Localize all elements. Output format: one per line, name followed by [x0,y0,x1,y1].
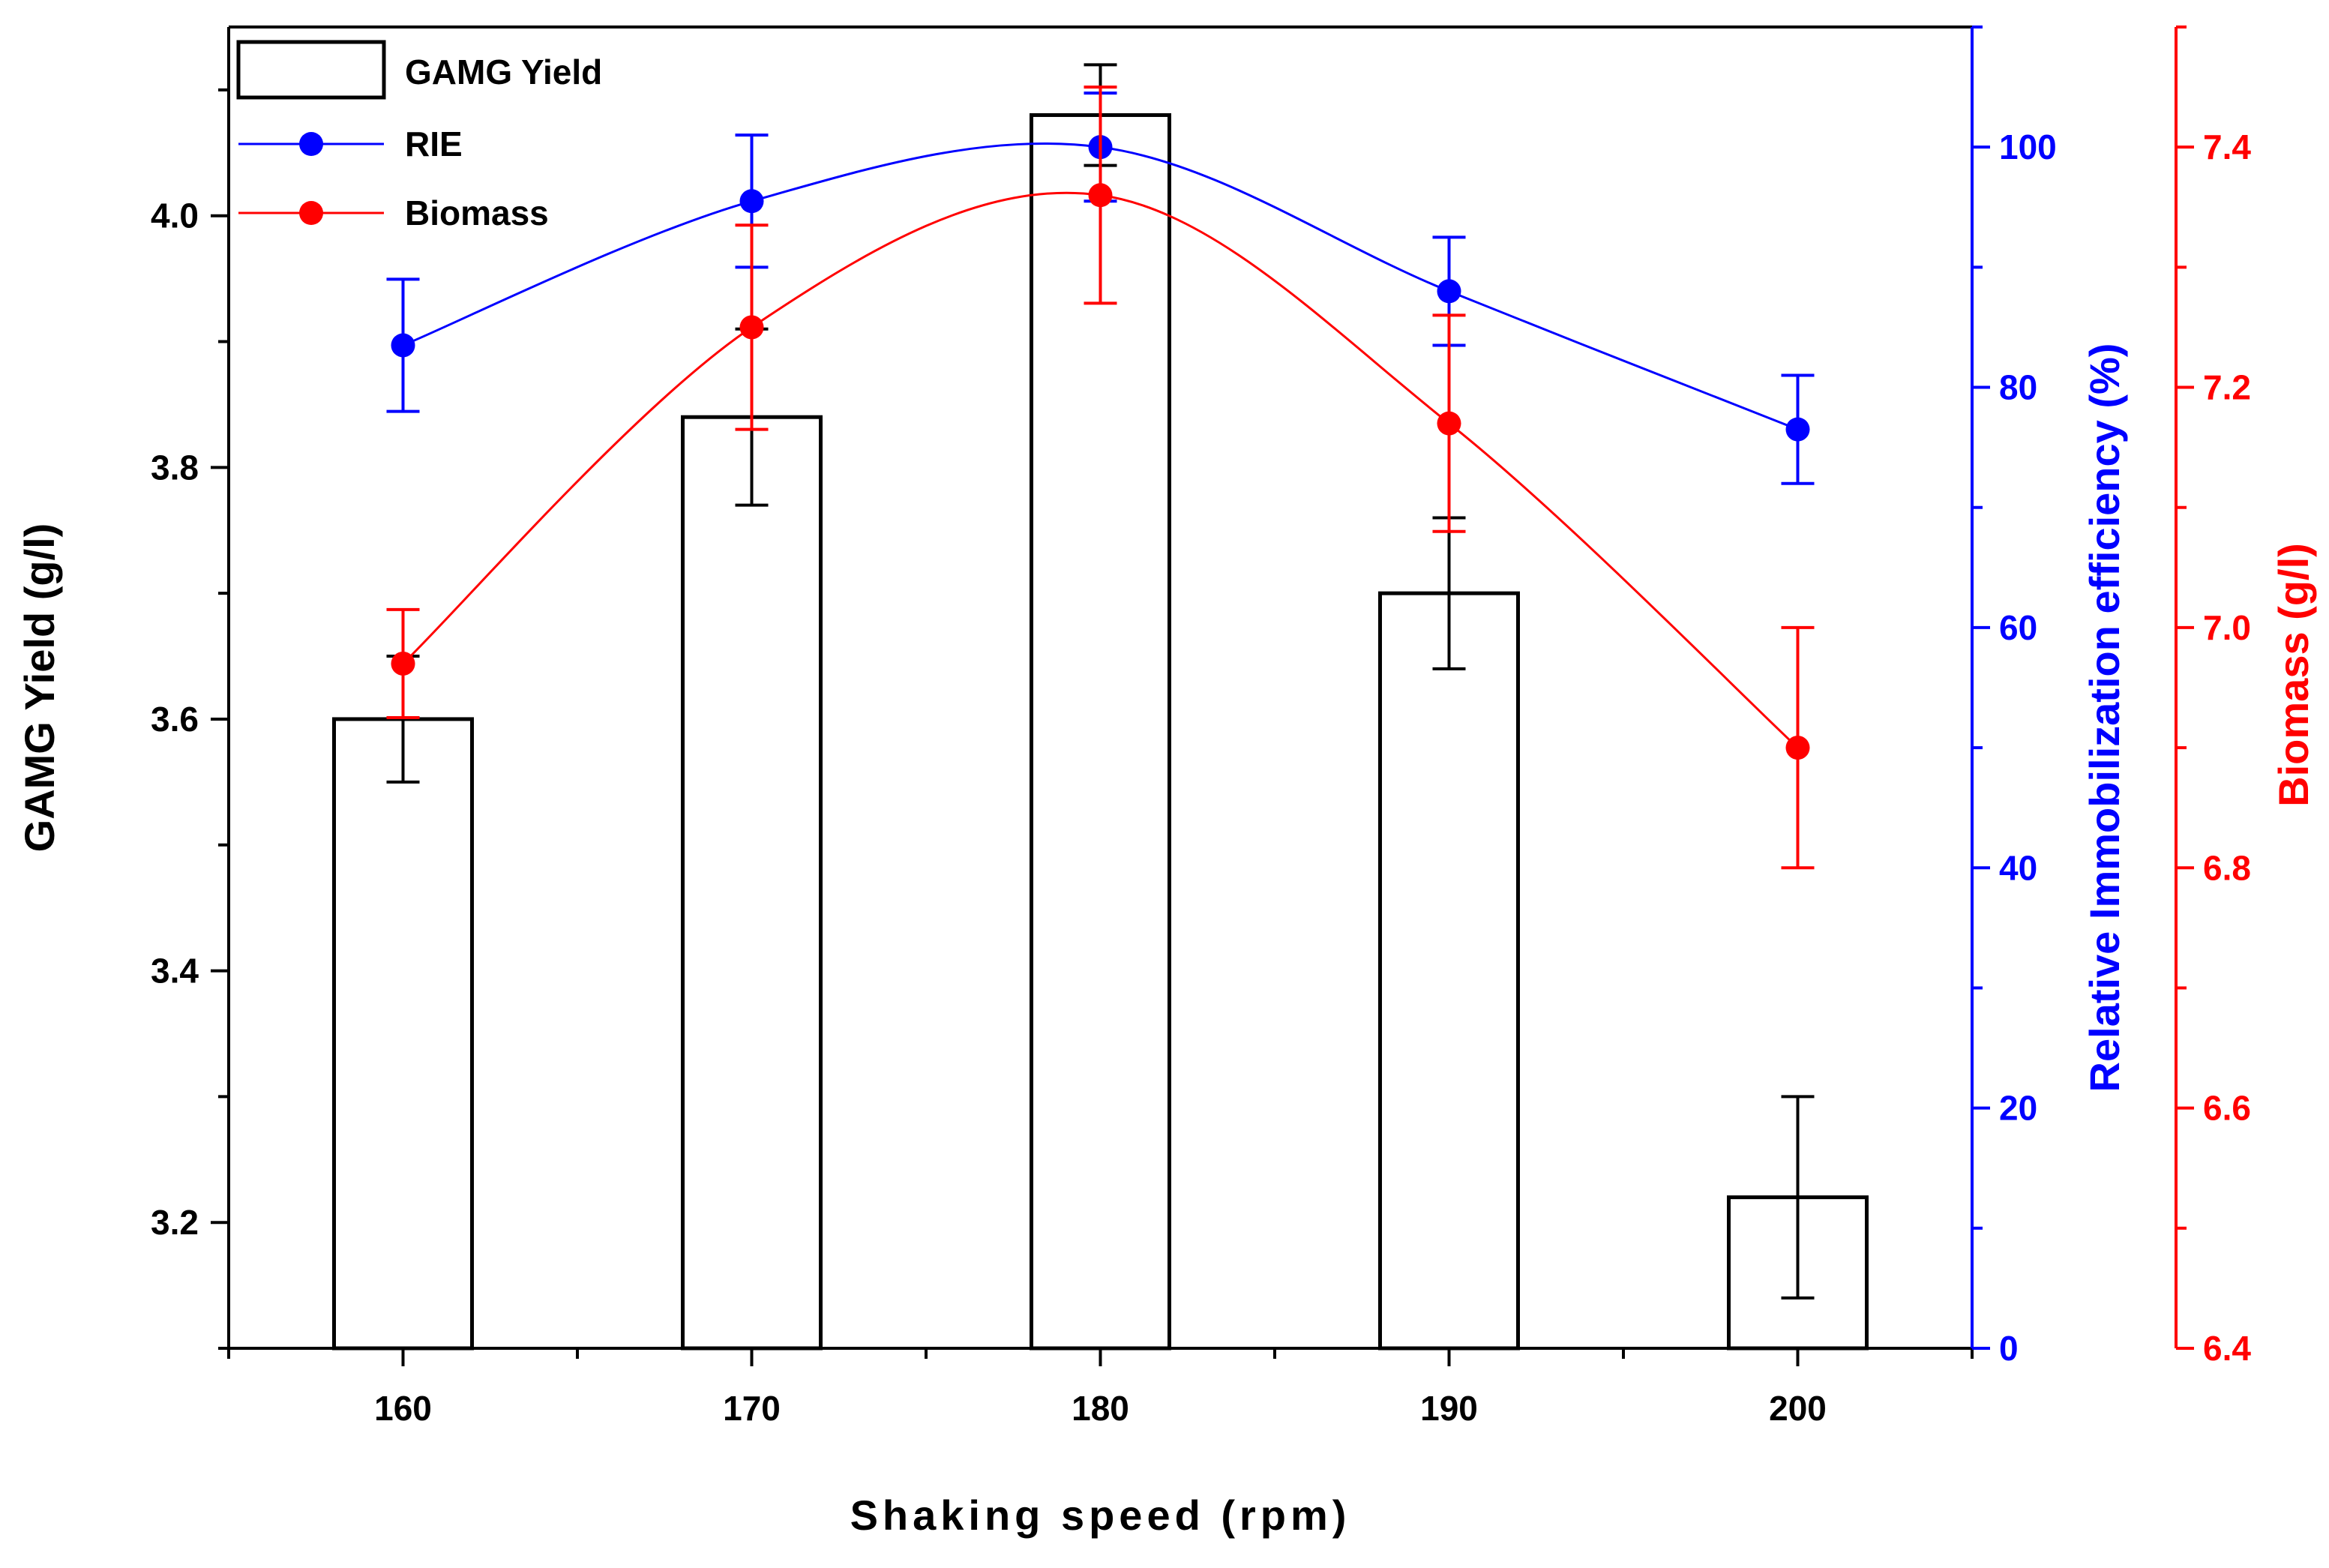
rie-tick-label-60: 60 [1999,608,2037,647]
biomass-tick-label-6.4: 6.4 [2203,1329,2251,1368]
left-tick-label-3.8: 3.8 [151,448,199,487]
rie-point-170 [739,189,764,214]
bar-170 [681,415,823,1351]
biomass-point-170 [739,315,764,340]
x-tick-label-170: 170 [723,1389,781,1428]
legend: GAMG Yield RIE Biomass [236,40,602,232]
x-tick-label-160: 160 [374,1389,432,1428]
left-tick-label-3.2: 3.2 [151,1203,199,1242]
biomass-tick-label-6.6: 6.6 [2203,1089,2251,1128]
x-tick-label-180: 180 [1072,1389,1129,1428]
x-tick-label-200: 200 [1769,1389,1827,1428]
rie-tick-label-100: 100 [1999,127,2057,166]
bar-160 [332,717,474,1351]
rie-tick-label-40: 40 [1999,848,2037,887]
biomass-tick-label-7: 7.0 [2203,608,2251,647]
rie-axis-title: Relative Immobilization efficiency (%) [2081,343,2128,1093]
left-axis-title: GAMG Yield (g/l) [16,523,63,853]
axes-layer: 160 170 180 190 200 3.2 3.4 3.6 3.8 4.0 0 20 40 60 80 1… [16,25,2317,1539]
bar-180 [1030,112,1171,1351]
biomass-tick-label-7.2: 7.2 [2203,368,2251,407]
x-tick-label-190: 190 [1420,1389,1478,1428]
biomass-point-160 [391,651,415,676]
legend-label-biomass: Biomass [405,193,549,232]
legend-label-rie: RIE [405,124,463,163]
left-tick-label-4: 4.0 [151,196,199,235]
biomass-tick-label-6.8: 6.8 [2203,848,2251,887]
rie-tick-label-20: 20 [1999,1089,2037,1128]
x-axis-title: Shaking speed (rpm) [850,1492,1351,1539]
rie-point-190 [1437,279,1461,304]
rie-point-200 [1785,417,1810,442]
left-tick-label-3.6: 3.6 [151,700,199,739]
biomass-point-190 [1437,411,1461,436]
rie-tick-label-80: 80 [1999,368,2037,407]
left-tick-label-3.4: 3.4 [151,952,199,991]
legend-marker-biomass [299,201,323,225]
legend-swatch-gamg-yield [236,40,386,100]
bar-190 [1378,591,1520,1351]
biomass-point-200 [1785,736,1810,760]
lines-layer [386,85,1815,870]
biomass-point-180 [1088,183,1113,208]
legend-marker-rie [299,132,323,156]
biomass-axis-title: Biomass (g/l) [2270,543,2317,807]
legend-label-gamg-yield: GAMG Yield [405,52,602,91]
biomass-tick-label-7.4: 7.4 [2203,127,2251,166]
rie-tick-label-0: 0 [1999,1329,2019,1368]
rie-point-160 [391,333,415,358]
